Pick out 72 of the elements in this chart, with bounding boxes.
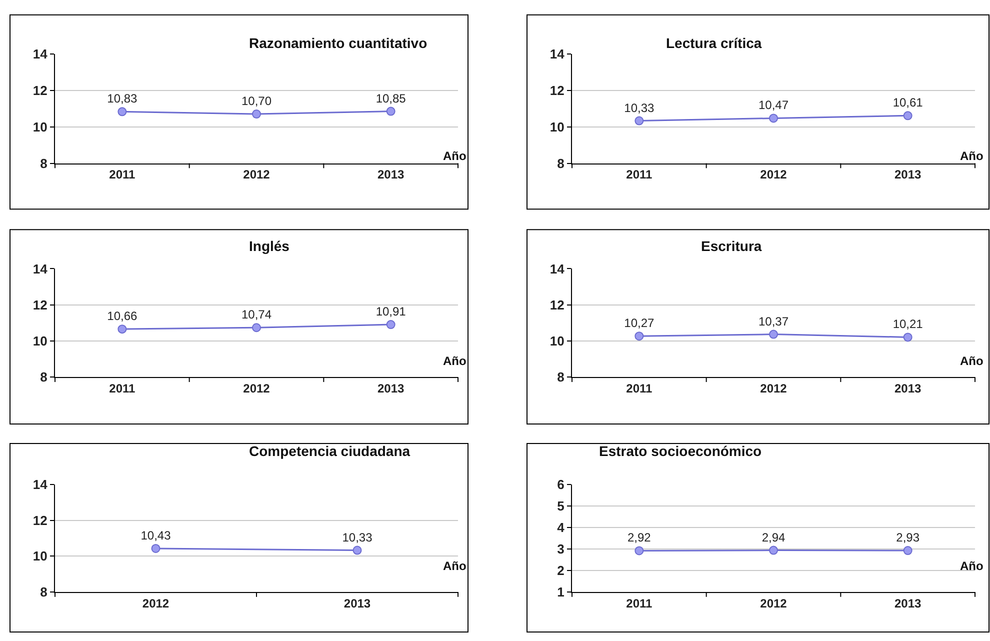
data-label: 10,85 [376, 91, 406, 106]
y-tick-label: 8 [40, 370, 48, 385]
data-label: 10,37 [758, 314, 789, 328]
x-tick-label: 2013 [377, 382, 404, 396]
y-tick-label: 8 [40, 584, 48, 600]
y-tick-label: 14 [32, 477, 48, 492]
x-tick-label: 2013 [894, 382, 922, 396]
x-tick-label: 2012 [760, 382, 788, 396]
x-tick-label: 2013 [344, 596, 371, 610]
y-tick-label: 14 [32, 46, 48, 62]
x-axis-title: Año [960, 354, 984, 368]
data-label: 10,21 [892, 317, 924, 332]
data-label: 10,33 [342, 530, 373, 544]
data-label: 10,33 [624, 100, 655, 115]
chart-title: Estrato socioeconómico [599, 443, 762, 459]
y-tick-label: 4 [557, 520, 566, 536]
x-tick-label: 2011 [626, 168, 653, 182]
y-tick-label: 12 [550, 297, 564, 312]
x-axis-title: Año [443, 354, 466, 368]
data-label: 10,27 [624, 316, 655, 330]
data-label: 2,92 [627, 530, 652, 545]
y-tick-label: 12 [32, 82, 48, 98]
x-tick-label: 2013 [377, 168, 404, 182]
y-tick-label: 2 [557, 563, 564, 578]
x-tick-label: 2012 [142, 596, 170, 610]
data-label: 2,93 [896, 530, 920, 545]
x-tick-label: 2012 [243, 168, 270, 182]
y-tick-label: 10 [32, 119, 48, 134]
y-tick-label: 8 [557, 370, 564, 385]
y-tick-label: 10 [32, 334, 48, 349]
data-label: 10,70 [241, 94, 272, 108]
chart-title: Razonamiento cuantitativo [249, 35, 428, 51]
x-tick-label: 2013 [894, 168, 922, 182]
x-tick-label: 2011 [109, 168, 136, 182]
x-axis-title: Año [443, 559, 466, 573]
x-tick-label: 2011 [109, 382, 136, 396]
x-tick-label: 2011 [626, 382, 653, 396]
y-tick-label: 1 [557, 584, 564, 600]
chart-title: Competencia ciudadana [249, 443, 410, 459]
y-tick-label: 10 [550, 119, 564, 134]
y-tick-label: 8 [557, 156, 564, 171]
y-tick-label: 10 [32, 548, 48, 564]
y-tick-label: 3 [557, 542, 564, 557]
y-tick-label: 8 [40, 156, 48, 171]
chart-title: Escritura [701, 238, 762, 254]
data-label: 10,83 [107, 92, 138, 106]
x-axis-title: Año [443, 149, 466, 163]
x-tick-label: 2011 [626, 596, 653, 610]
data-label: 10,91 [376, 304, 406, 319]
y-tick-label: 5 [557, 498, 564, 514]
chart-title: Inglés [249, 238, 290, 254]
x-tick-label: 2012 [760, 168, 788, 182]
data-label: 10,66 [107, 309, 138, 324]
y-tick-label: 14 [550, 46, 566, 62]
data-label: 2,94 [762, 530, 786, 544]
y-tick-label: 12 [32, 297, 48, 312]
chart-title: Lectura crítica [666, 35, 762, 51]
y-tick-label: 12 [550, 82, 564, 98]
x-tick-label: 2012 [760, 596, 788, 610]
data-label: 10,74 [241, 308, 272, 322]
y-tick-label: 10 [550, 334, 564, 349]
y-tick-label: 12 [32, 512, 48, 528]
y-tick-label: 6 [557, 477, 564, 492]
data-label: 10,47 [758, 98, 789, 112]
x-axis-title: Año [960, 559, 984, 573]
y-tick-label: 14 [32, 261, 48, 276]
x-tick-label: 2012 [243, 382, 270, 396]
x-tick-label: 2013 [894, 596, 922, 610]
x-axis-title: Año [960, 149, 984, 163]
y-tick-label: 14 [550, 261, 566, 276]
data-label: 10,43 [140, 528, 172, 542]
data-label: 10,61 [892, 96, 924, 110]
